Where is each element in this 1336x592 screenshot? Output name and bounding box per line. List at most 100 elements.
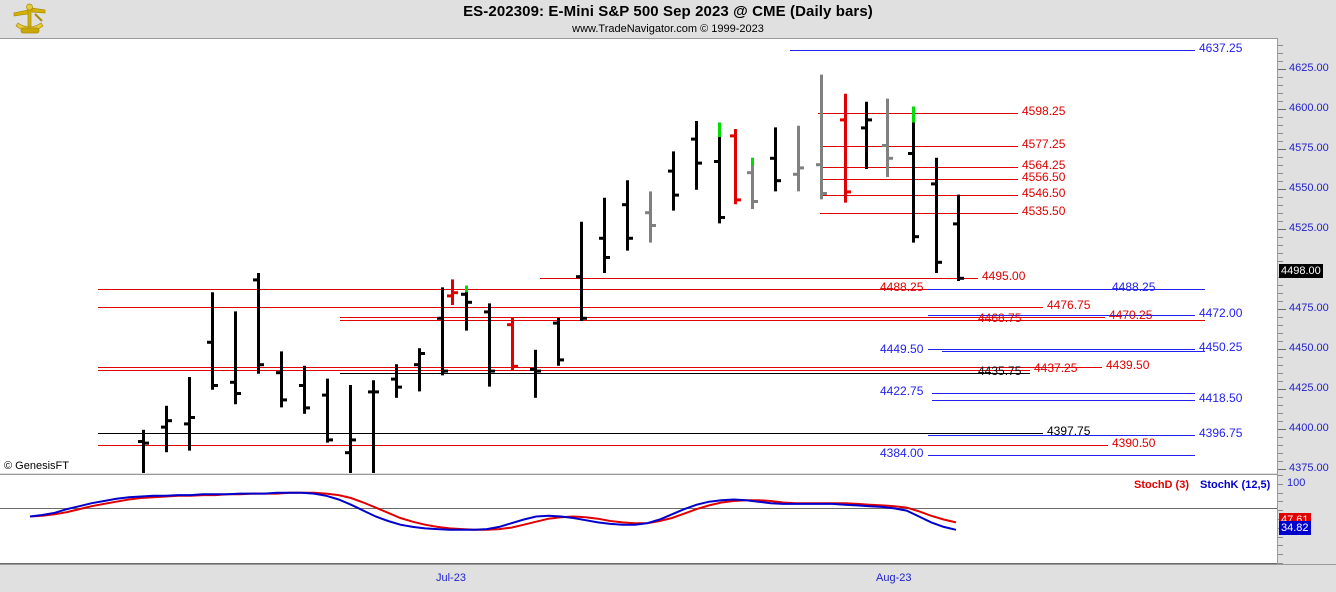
- ohlc-bar[interactable]: [747, 157, 758, 209]
- axis-tick-label: 4600.00: [1289, 102, 1329, 114]
- ohlc-bar[interactable]: [437, 287, 448, 376]
- axis-minor-tick: [1278, 461, 1283, 462]
- ohlc-bar[interactable]: [840, 93, 851, 203]
- axis-minor-tick: [1278, 381, 1283, 382]
- axis-minor-tick: [1278, 53, 1283, 54]
- copyright-label: © GenesisFT: [4, 460, 69, 472]
- axis-tick-label: 4550.00: [1289, 182, 1329, 194]
- ohlc-bar[interactable]: [507, 317, 518, 371]
- ohlc-bar[interactable]: [530, 349, 541, 398]
- axis-minor-tick: [1278, 117, 1283, 118]
- price-level-label: 4468.75: [978, 310, 1022, 325]
- price-level-label: 4598.25: [1022, 103, 1066, 118]
- axis-tick: [1278, 149, 1286, 150]
- price-level-label: 4397.75: [1047, 424, 1091, 439]
- axis-minor-tick: [1278, 221, 1283, 222]
- ohlc-bar[interactable]: [645, 191, 656, 243]
- ohlc-bar[interactable]: [931, 157, 942, 273]
- time-axis[interactable]: Jul-23 Aug-23: [0, 564, 1336, 592]
- stochk-curve: [29, 491, 957, 531]
- ohlc-bar[interactable]: [322, 378, 333, 443]
- price-level-label: 4384.00: [880, 446, 924, 461]
- current-price-label: 4498.00: [1279, 264, 1323, 278]
- ohlc-bar[interactable]: [953, 194, 964, 281]
- price-level-label: 4437.25: [1034, 361, 1078, 376]
- ohlc-bar[interactable]: [461, 285, 472, 331]
- stoch-axis-tick: [1278, 501, 1283, 502]
- ohlc-bar[interactable]: [276, 351, 287, 408]
- stochk-legend: StochK (12,5): [1200, 479, 1271, 491]
- ohlc-bar[interactable]: [793, 125, 804, 192]
- stochastic-pane[interactable]: StochD (3) StochK (12,5): [0, 474, 1278, 566]
- ohlc-bar[interactable]: [553, 317, 564, 366]
- axis-minor-tick: [1278, 453, 1283, 454]
- ohlc-bar[interactable]: [345, 385, 356, 473]
- axis-minor-tick: [1278, 397, 1283, 398]
- price-level-label: 4476.75: [1047, 298, 1091, 312]
- ohlc-bar[interactable]: [668, 151, 679, 211]
- ohlc-bar[interactable]: [368, 380, 379, 473]
- time-label-aug: Aug-23: [876, 572, 912, 584]
- axis-minor-tick: [1278, 61, 1283, 62]
- price-level-label: 4470.25: [1109, 308, 1153, 323]
- axis-tick-label: 4625.00: [1289, 62, 1329, 74]
- axis-minor-tick: [1278, 405, 1283, 406]
- stochd-curve: [29, 491, 957, 531]
- price-level-label: 4472.00: [1199, 305, 1243, 320]
- axis-minor-tick: [1278, 133, 1283, 134]
- axis-tick: [1278, 229, 1286, 230]
- ohlc-bar[interactable]: [299, 365, 310, 414]
- ohlc-bar[interactable]: [816, 74, 827, 200]
- chart-header: ES-202309: E-Mini S&P 500 Sep 2023 @ CME…: [0, 0, 1336, 38]
- ohlc-bar[interactable]: [447, 279, 458, 305]
- ohlc-bar[interactable]: [861, 101, 872, 169]
- ohlc-bar[interactable]: [161, 405, 172, 453]
- ohlc-bar[interactable]: [576, 221, 587, 321]
- stoch-axis-tick: [1278, 510, 1283, 511]
- ohlc-bar[interactable]: [138, 429, 149, 473]
- ohlc-plot: [98, 50, 1205, 473]
- axis-minor-tick: [1278, 93, 1283, 94]
- axis-tick: [1278, 109, 1286, 110]
- ohlc-bar[interactable]: [484, 303, 495, 387]
- ohlc-bar[interactable]: [882, 98, 893, 177]
- axis-minor-tick: [1278, 85, 1283, 86]
- axis-tick-label: 4450.00: [1289, 342, 1329, 354]
- axis-minor-tick: [1278, 293, 1283, 294]
- ohlc-bar[interactable]: [714, 122, 725, 224]
- stoch-axis-tick: [1278, 493, 1283, 494]
- ohlc-bar[interactable]: [207, 292, 218, 390]
- axis-minor-tick: [1278, 125, 1283, 126]
- ohlc-bar[interactable]: [908, 106, 919, 243]
- time-label-jul: Jul-23: [436, 572, 466, 584]
- axis-minor-tick: [1278, 45, 1283, 46]
- ohlc-bar[interactable]: [599, 197, 610, 273]
- ohlc-bar[interactable]: [414, 348, 425, 392]
- price-level-label: 4422.75: [880, 384, 924, 399]
- stoch-axis-tick: [1278, 554, 1283, 555]
- stoch-axis-tick: [1278, 545, 1283, 546]
- ohlc-bar[interactable]: [622, 180, 633, 251]
- ohlc-bar[interactable]: [770, 127, 781, 192]
- axis-minor-tick: [1278, 165, 1283, 166]
- axis-tick-label: 4375.00: [1289, 462, 1329, 474]
- ohlc-bar[interactable]: [691, 121, 702, 190]
- genesis-anchor-logo-icon: [13, 3, 46, 34]
- axis-tick-label: 4475.00: [1289, 302, 1329, 314]
- axis-tick-label: 4525.00: [1289, 222, 1329, 234]
- ohlc-bar[interactable]: [230, 311, 241, 405]
- ohlc-bar[interactable]: [253, 273, 264, 374]
- price-level-label: 4418.50: [1199, 391, 1243, 406]
- stochk-value: 34.82: [1279, 520, 1311, 535]
- price-chart-pane[interactable]: © GenesisFT: [0, 38, 1278, 473]
- axis-minor-tick: [1278, 341, 1283, 342]
- ohlc-bar[interactable]: [730, 129, 741, 205]
- ohlc-bar[interactable]: [184, 377, 195, 451]
- axis-minor-tick: [1278, 365, 1283, 366]
- price-axis[interactable]: 4375.00 4400.00 4425.00 4450.00 4475.00 4525.…: [1277, 38, 1336, 564]
- ohlc-bar[interactable]: [391, 364, 402, 398]
- stoch-axis-tick: [1278, 475, 1283, 476]
- axis-tick-label: 4400.00: [1289, 422, 1329, 434]
- price-level-label: 4556.50: [1022, 170, 1066, 185]
- axis-minor-tick: [1278, 261, 1283, 262]
